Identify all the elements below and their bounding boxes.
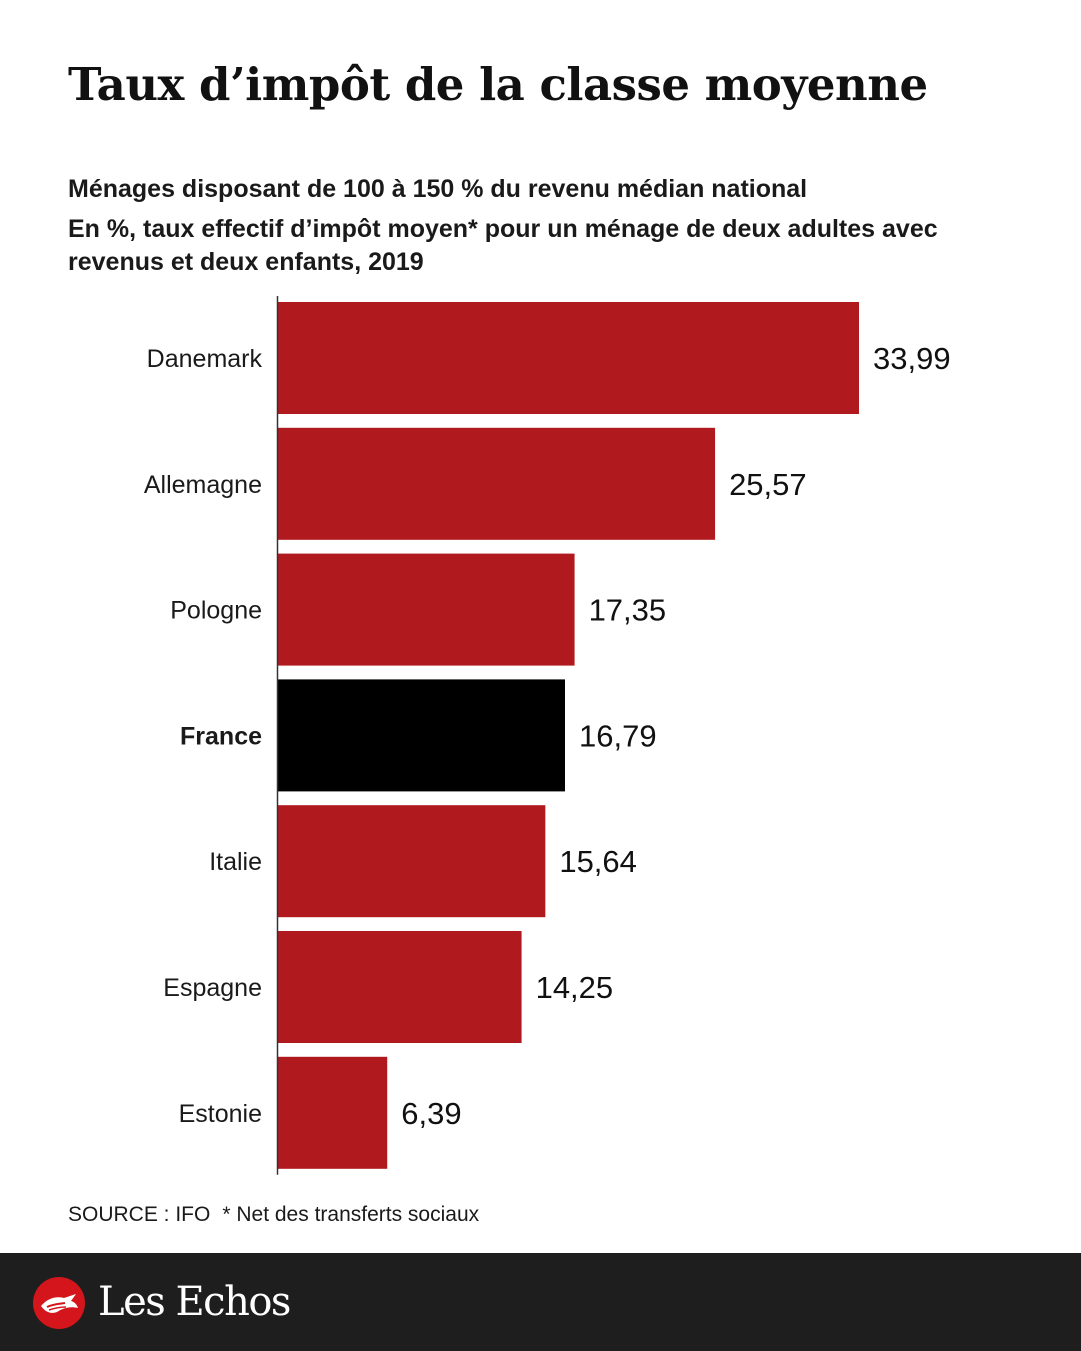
category-label-allemagne: Allemagne xyxy=(144,471,262,499)
category-label-italie: Italie xyxy=(209,848,262,876)
value-label-france: 16,79 xyxy=(579,718,657,753)
bar-pologne xyxy=(278,553,575,666)
category-label-france: France xyxy=(180,722,262,750)
value-label-estonie: 6,39 xyxy=(401,1096,461,1131)
brand-name: Les Echos xyxy=(98,1279,291,1325)
footnote-label: * Net des transferts sociaux xyxy=(222,1203,480,1226)
bar-france xyxy=(278,679,565,792)
bar-danemark xyxy=(278,302,859,414)
category-label-espagne: Espagne xyxy=(163,974,262,1002)
source-label: SOURCE : IFO xyxy=(68,1203,211,1226)
bar-estonie xyxy=(278,1056,388,1169)
value-label-pologne: 17,35 xyxy=(589,593,667,628)
value-label-espagne: 14,25 xyxy=(536,970,614,1005)
source-note: SOURCE : IFO * Net des transferts sociaux xyxy=(68,1203,491,1227)
category-label-danemark: Danemark xyxy=(147,345,263,373)
value-label-danemark: 33,99 xyxy=(873,341,951,376)
value-label-allemagne: 25,57 xyxy=(729,467,807,502)
footer-bar: Les Echos xyxy=(0,1253,1081,1351)
category-label-pologne: Pologne xyxy=(170,597,262,625)
chart-title: Taux d’impôt de la classe moyenne xyxy=(68,58,928,111)
bar-allemagne xyxy=(278,427,716,540)
chart-subtitle: Ménages disposant de 100 à 150 % du reve… xyxy=(68,175,808,203)
bar-italie xyxy=(278,805,546,918)
chart-description: En %, taux effectif d’impôt moyen* pour … xyxy=(68,215,938,276)
bar-chart: Danemark 33,99 Allemagne 25,57 Pologne 17,35 F… xyxy=(144,296,951,1175)
value-label-italie: 15,64 xyxy=(559,844,637,879)
les-echos-logo-icon xyxy=(33,1277,85,1329)
bar-espagne xyxy=(278,931,522,1043)
category-label-estonie: Estonie xyxy=(179,1100,262,1128)
